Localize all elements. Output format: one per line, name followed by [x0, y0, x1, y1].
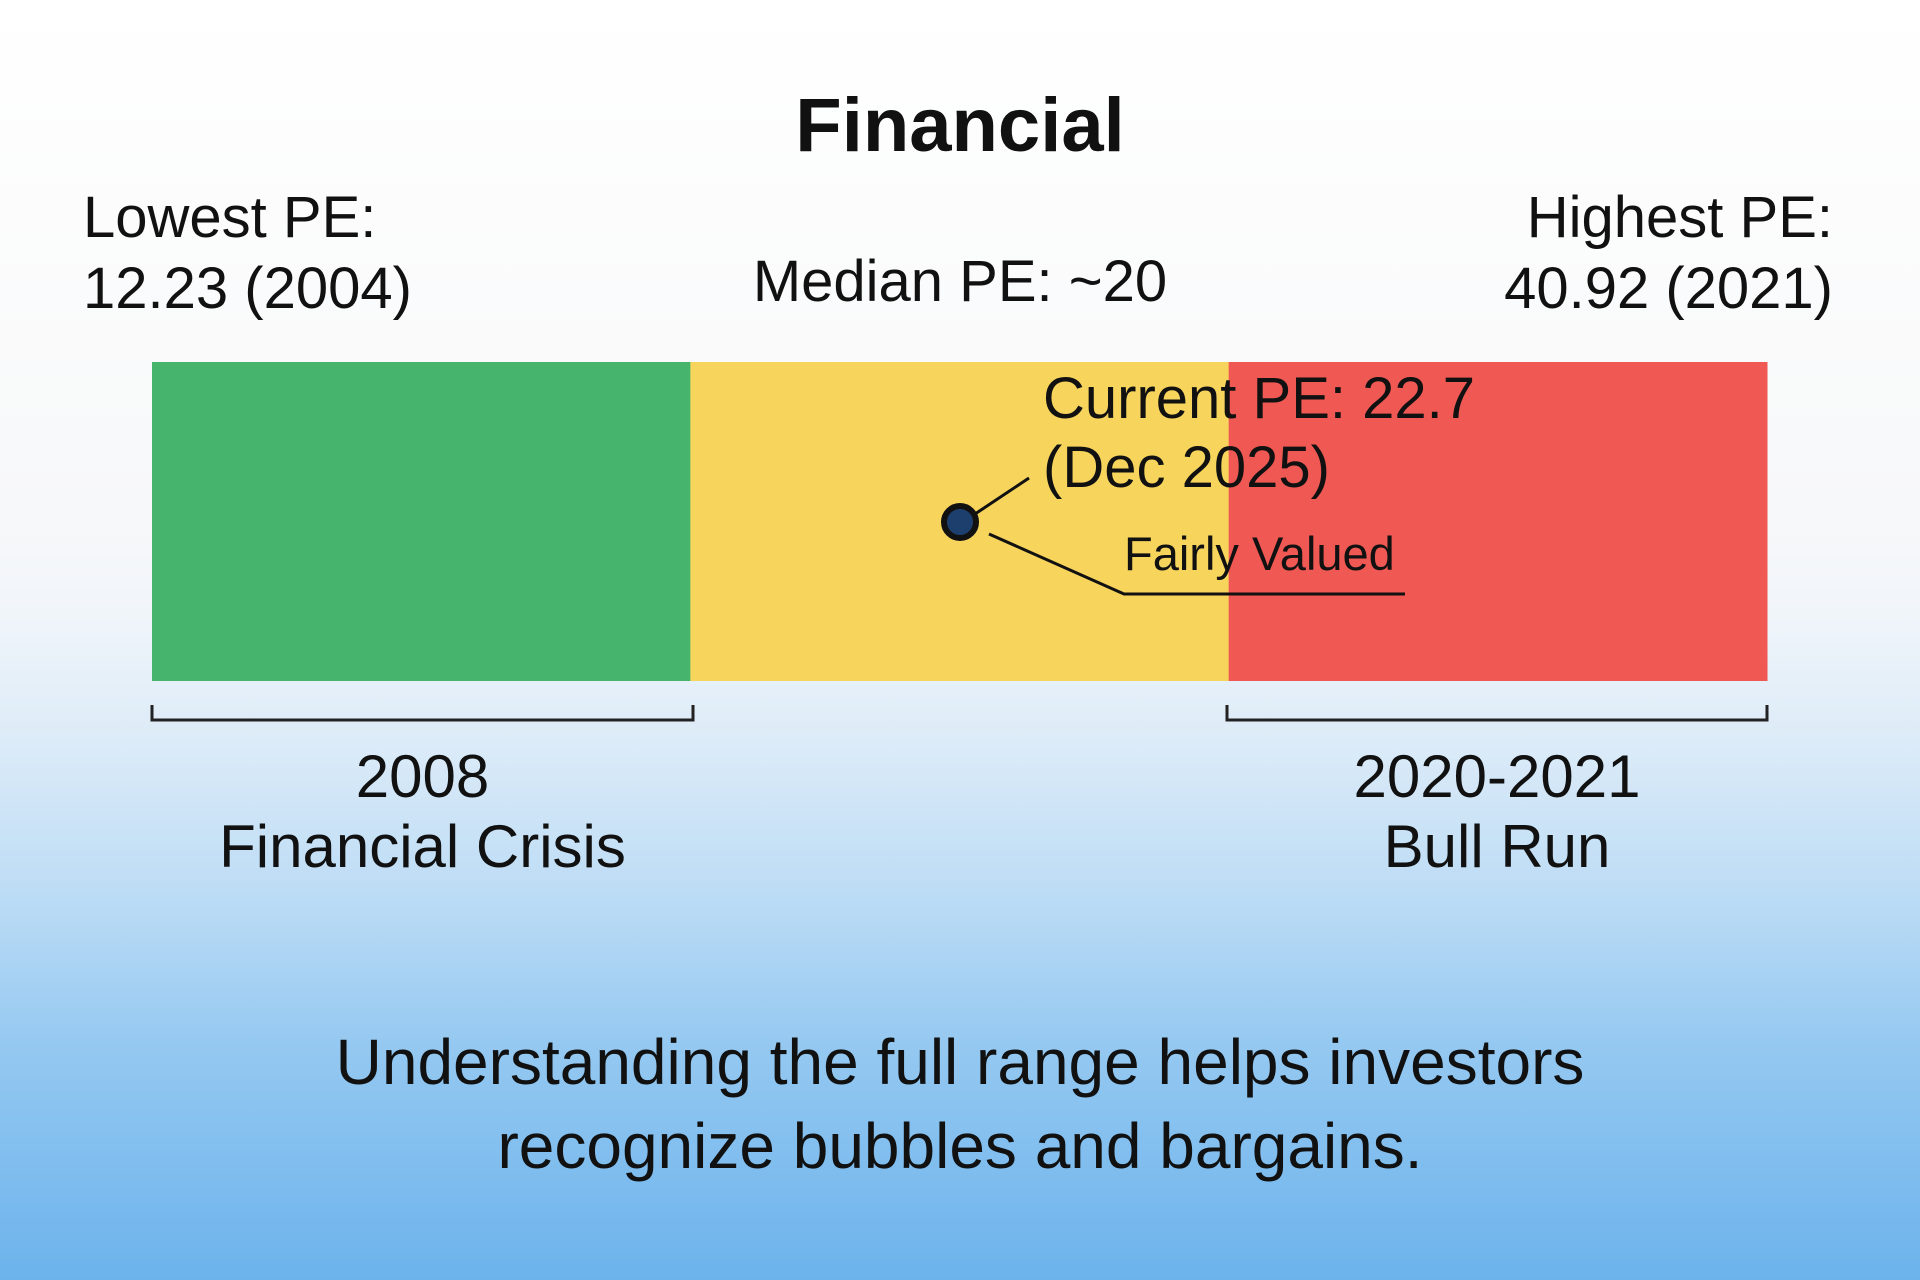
footer-line: Understanding the full range helps inves…: [335, 1026, 1585, 1098]
period-label-crisis: 2008 Financial Crisis: [152, 742, 693, 882]
current-pe-marker: [941, 503, 979, 541]
period-name: Bull Run: [1383, 813, 1611, 880]
period-year: 2020-2021: [1353, 743, 1641, 810]
median-pe: Median PE: ~20: [752, 249, 1168, 314]
lowest-pe-value: 12.23 (2004): [83, 256, 412, 321]
highest-pe: Highest PE: 40.92 (2021): [1504, 182, 1833, 324]
lowest-pe: Lowest PE: 12.23 (2004): [83, 182, 412, 324]
segment-overvalued: [1228, 362, 1768, 681]
lowest-pe-label: Lowest PE:: [83, 185, 377, 250]
footer-line: recognize bubbles and bargains.: [497, 1110, 1423, 1182]
current-pe-value: Current PE: 22.7: [1043, 366, 1475, 431]
crisis-bracket: [150, 705, 695, 722]
current-pe-label: Current PE: 22.7 (Dec 2025): [1043, 364, 1475, 502]
highest-pe-label: Highest PE:: [1526, 185, 1833, 250]
current-leader-line: [974, 476, 1030, 516]
period-label-bull-run: 2020-2021 Bull Run: [1227, 742, 1767, 882]
valuation-status: Fairly Valued: [1124, 527, 1395, 580]
chart-title: Financial: [795, 83, 1125, 168]
footer-caption: Understanding the full range helps inves…: [0, 1020, 1920, 1188]
period-year: 2008: [355, 743, 490, 810]
highest-pe-value: 40.92 (2021): [1504, 256, 1833, 321]
status-leader-line: [988, 532, 1405, 596]
bull-run-bracket: [1225, 705, 1769, 722]
current-pe-date: (Dec 2025): [1043, 435, 1330, 500]
period-name: Financial Crisis: [219, 813, 626, 880]
segment-undervalued: [152, 362, 691, 681]
